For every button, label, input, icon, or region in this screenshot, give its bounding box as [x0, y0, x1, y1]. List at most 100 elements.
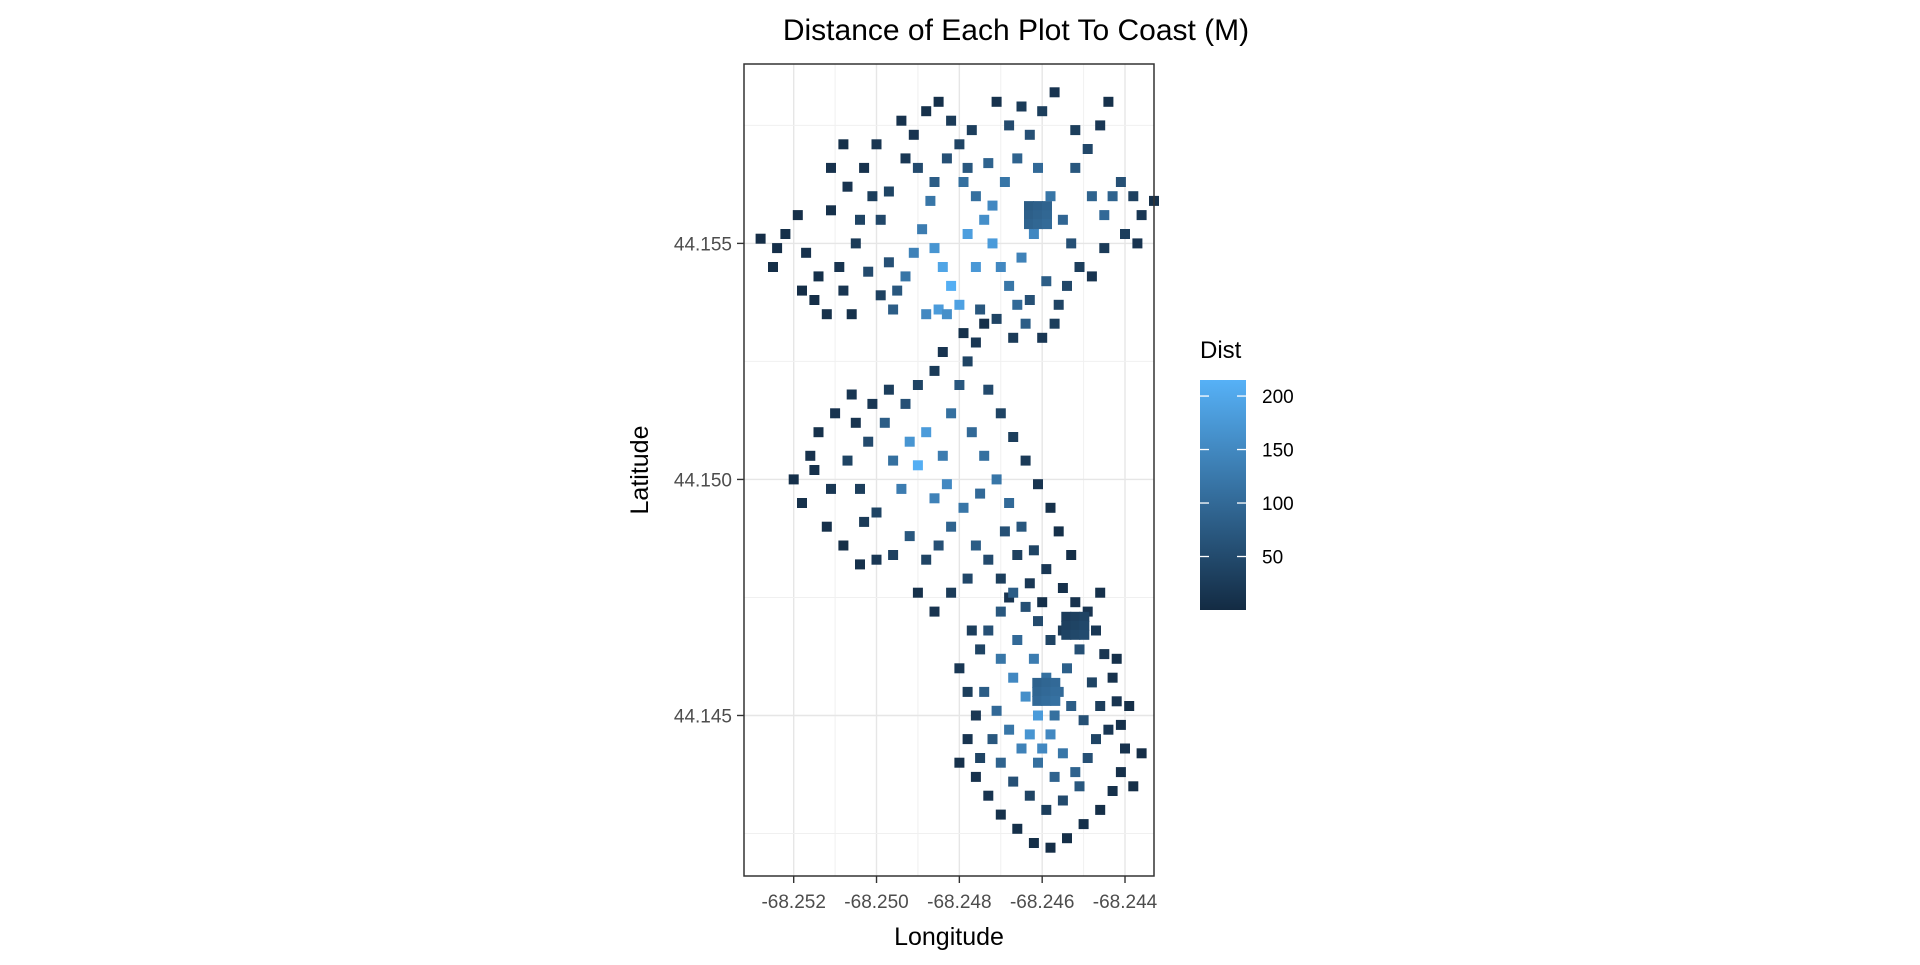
- plot-point: [1070, 125, 1081, 136]
- plot-point: [1115, 767, 1126, 778]
- plot-point: [979, 214, 990, 225]
- plot-point: [1012, 823, 1023, 834]
- plot-point: [1079, 629, 1090, 640]
- plot-point: [958, 177, 969, 187]
- plot-point: [929, 365, 940, 376]
- plot-point: [962, 229, 973, 239]
- plot-point: [1120, 229, 1130, 239]
- plot-point: [1111, 653, 1122, 664]
- plot-point: [970, 191, 981, 202]
- plot-point: [995, 653, 1006, 664]
- plot-point: [1033, 219, 1043, 230]
- plot-point: [1062, 280, 1072, 291]
- plot-point: [875, 214, 886, 225]
- plot-point: [1099, 243, 1110, 254]
- plot-point: [1037, 597, 1048, 608]
- plot-point: [1107, 191, 1118, 202]
- plot-point: [1008, 432, 1019, 442]
- x-tick-label: -68.246: [1010, 892, 1074, 913]
- plot-point: [892, 285, 903, 296]
- plot-point: [1082, 606, 1093, 617]
- plot-point: [1016, 101, 1027, 112]
- plot-point: [995, 757, 1006, 768]
- plot-point: [1095, 587, 1106, 598]
- plot-point: [1045, 729, 1056, 740]
- plot-point: [962, 356, 973, 367]
- plot-point: [1082, 144, 1093, 154]
- points-layer: [755, 87, 1159, 853]
- plot-point: [1033, 479, 1043, 490]
- legend-tick-label: 50: [1262, 548, 1283, 569]
- plot-point: [970, 710, 981, 721]
- plot-point: [1037, 106, 1048, 117]
- plot-point: [842, 455, 853, 466]
- plot-point: [1070, 629, 1081, 640]
- plot-point: [826, 205, 836, 216]
- plot-point: [1041, 276, 1052, 287]
- plot-point: [941, 309, 952, 320]
- y-tick-label: 44.155: [674, 234, 732, 255]
- legend: Dist 50 100 150 200: [1200, 337, 1294, 610]
- plot-point: [1061, 620, 1072, 631]
- plot-point: [962, 162, 973, 173]
- plot-point: [979, 318, 990, 329]
- plot-point: [917, 224, 928, 235]
- plot-point: [1057, 214, 1068, 225]
- legend-tick-label: 100: [1262, 494, 1294, 515]
- plot-point: [912, 587, 923, 598]
- plot-point: [958, 502, 969, 513]
- plot-point: [834, 262, 845, 272]
- plot-point: [1008, 672, 1019, 683]
- plot-point: [1086, 191, 1097, 202]
- chart-title: Distance of Each Plot To Coast (M): [783, 14, 1249, 47]
- plot-point: [1132, 238, 1143, 249]
- plot-point: [1028, 229, 1039, 239]
- plot-point: [983, 790, 994, 801]
- plot-point: [1041, 677, 1052, 688]
- plot-point: [871, 554, 882, 565]
- plot-point: [1057, 748, 1068, 759]
- plot-point: [859, 162, 870, 173]
- x-tick-label: -68.250: [844, 892, 908, 913]
- plot-point: [842, 181, 853, 192]
- plot-point: [937, 347, 948, 357]
- y-axis-label: Latitude: [626, 426, 654, 515]
- plot-point: [1070, 611, 1081, 622]
- plot-point: [883, 257, 894, 268]
- plot-point: [933, 540, 944, 551]
- plot-point: [1041, 672, 1052, 683]
- plot-point: [1008, 332, 1019, 343]
- plot-point: [962, 734, 973, 745]
- plot-point: [1049, 771, 1060, 782]
- plot-point: [946, 280, 957, 291]
- plot-point: [929, 493, 940, 504]
- plot-point: [958, 328, 969, 339]
- plot-point: [929, 606, 940, 617]
- plot-point: [991, 96, 1002, 107]
- plot-point: [1128, 191, 1139, 202]
- plot-point: [1057, 583, 1068, 593]
- plot-point: [979, 450, 990, 461]
- plot-point: [1024, 790, 1035, 801]
- plot-point: [1012, 635, 1023, 645]
- plot-point: [855, 214, 865, 225]
- plot-point: [1028, 545, 1039, 556]
- plot-point: [921, 106, 932, 117]
- plot-point: [846, 309, 857, 320]
- plot-point: [883, 384, 894, 395]
- plot-point: [1004, 120, 1015, 131]
- plot-point: [875, 290, 886, 301]
- plot-point: [855, 559, 865, 570]
- y-tick-label: 44.145: [674, 706, 732, 727]
- plot-point: [1041, 804, 1052, 815]
- plot-point: [1049, 87, 1060, 98]
- plot-point: [975, 304, 986, 315]
- plot-point: [1020, 691, 1031, 702]
- plot-point: [1032, 686, 1043, 697]
- plot-point: [797, 498, 807, 508]
- plot-point: [1024, 210, 1034, 221]
- plot-point: [908, 129, 919, 140]
- plot-point: [1078, 819, 1089, 830]
- plot-point: [801, 247, 812, 258]
